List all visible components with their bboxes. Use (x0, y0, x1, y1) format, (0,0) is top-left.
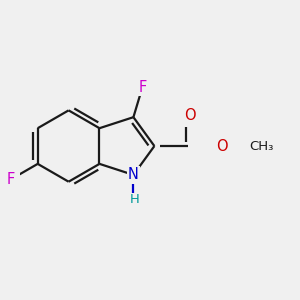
Text: CH₃: CH₃ (250, 140, 274, 152)
Text: N: N (128, 167, 139, 182)
Text: O: O (184, 108, 196, 123)
Text: H: H (130, 194, 139, 206)
Text: F: F (138, 80, 147, 94)
Text: O: O (216, 139, 227, 154)
Text: F: F (6, 172, 15, 187)
